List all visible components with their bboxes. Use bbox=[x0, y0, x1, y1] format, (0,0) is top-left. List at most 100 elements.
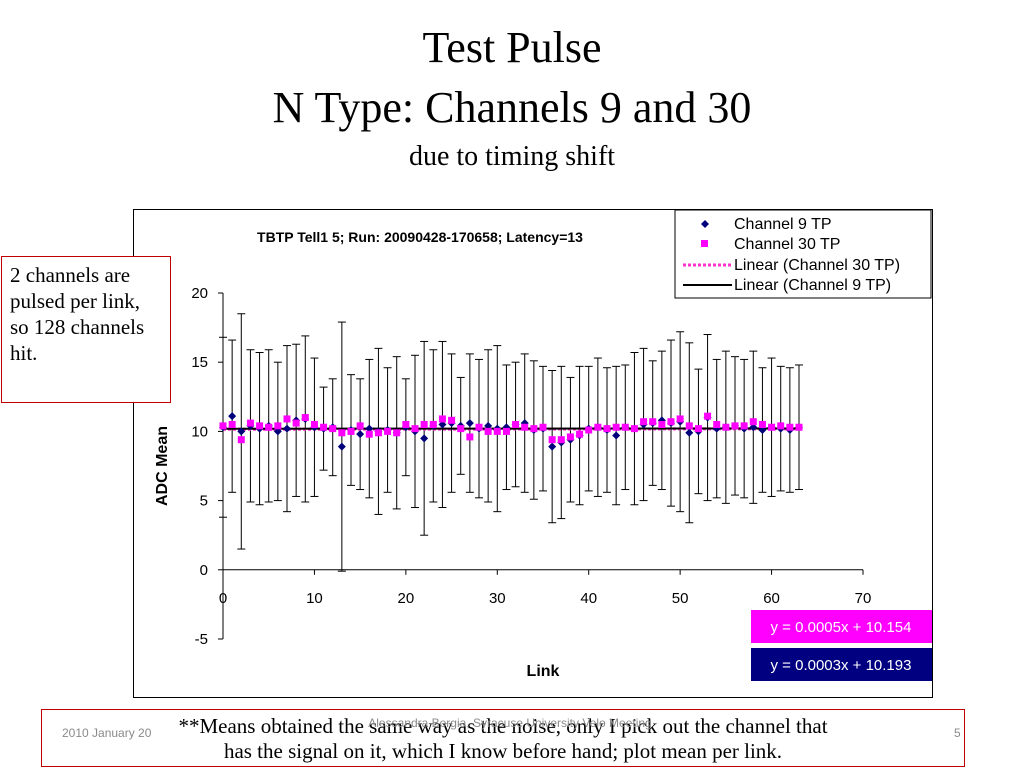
equation-ch30-text: y = 0.0005x + 10.154 bbox=[771, 619, 912, 636]
y-axis-label: ADC Mean bbox=[154, 426, 171, 506]
marker-channel-9 bbox=[612, 431, 621, 440]
marker-channel-9 bbox=[237, 427, 246, 436]
marker-channel-30 bbox=[283, 415, 291, 423]
marker-channel-9 bbox=[438, 420, 447, 429]
side-note: 2 channels are pulsed per link, so 128 c… bbox=[1, 256, 171, 403]
marker-channel-30 bbox=[694, 425, 702, 433]
marker-channel-9 bbox=[283, 424, 291, 433]
y-tick-label: -5 bbox=[195, 631, 208, 648]
marker-channel-30 bbox=[484, 427, 492, 435]
bottom-note-line2: has the signal on it, which I know befor… bbox=[223, 739, 783, 763]
marker-channel-30 bbox=[393, 429, 401, 437]
marker-channel-30 bbox=[548, 436, 556, 444]
marker-channel-30 bbox=[411, 425, 419, 433]
legend-label-ch30: Channel 30 TP bbox=[734, 236, 840, 253]
footer-author: Alessandra Borgia, Syracuse University V… bbox=[368, 716, 652, 730]
marker-channel-30 bbox=[566, 433, 574, 441]
marker-channel-9 bbox=[758, 426, 767, 435]
marker-channel-30 bbox=[667, 418, 675, 426]
marker-channel-30 bbox=[786, 423, 794, 431]
marker-channel-30 bbox=[658, 420, 666, 428]
marker-channel-30 bbox=[402, 420, 410, 428]
marker-channel-30 bbox=[576, 430, 584, 438]
marker-channel-9 bbox=[548, 442, 557, 451]
page-number: 5 bbox=[954, 726, 961, 740]
marker-channel-30 bbox=[630, 425, 638, 433]
equation-ch9-text: y = 0.0003x + 10.193 bbox=[771, 657, 912, 674]
y-tick-label: 15 bbox=[191, 354, 208, 371]
x-tick-label: 20 bbox=[398, 590, 415, 607]
marker-channel-30 bbox=[640, 418, 648, 426]
slide-title-line2: N Type: Channels 9 and 30 bbox=[272, 83, 752, 132]
legend-marker-ch9 bbox=[701, 220, 709, 228]
marker-channel-9 bbox=[228, 412, 237, 421]
marker-channel-30 bbox=[731, 422, 739, 430]
x-tick-label: 30 bbox=[489, 590, 506, 607]
marker-channel-30 bbox=[329, 425, 337, 433]
marker-channel-30 bbox=[420, 420, 428, 428]
marker-channel-9 bbox=[365, 424, 374, 433]
marker-channel-9 bbox=[749, 423, 758, 432]
marker-channel-30 bbox=[493, 427, 501, 435]
marker-channel-30 bbox=[310, 420, 318, 428]
marker-channel-30 bbox=[347, 427, 355, 435]
marker-channel-30 bbox=[612, 423, 620, 431]
marker-channel-30 bbox=[585, 426, 593, 434]
bottom-note: **Means obtained the same way as the noi… bbox=[41, 709, 965, 767]
marker-channel-30 bbox=[676, 415, 684, 423]
axes: -5 0 5 10 15 20 0 10 20 30 40 50 60 70 bbox=[191, 285, 871, 648]
marker-channel-30 bbox=[246, 419, 254, 427]
marker-channel-30 bbox=[722, 423, 730, 431]
marker-channel-30 bbox=[768, 423, 776, 431]
x-axis-label: Link bbox=[527, 663, 560, 680]
equation-ch9: y = 0.0003x + 10.193 bbox=[751, 648, 932, 681]
marker-channel-30 bbox=[475, 423, 483, 431]
x-tick-label: 40 bbox=[580, 590, 597, 607]
equation-ch9-box bbox=[751, 648, 932, 681]
marker-channel-30 bbox=[621, 423, 629, 431]
marker-channel-30 bbox=[713, 420, 721, 428]
x-tick-label: 0 bbox=[219, 590, 227, 607]
marker-channel-30 bbox=[795, 423, 803, 431]
marker-channel-30 bbox=[356, 422, 364, 430]
legend-label-fit30: Linear (Channel 30 TP) bbox=[734, 257, 900, 274]
y-tick-label: 0 bbox=[200, 562, 208, 579]
legend-label-fit9: Linear (Channel 9 TP) bbox=[734, 277, 891, 294]
marker-channel-9 bbox=[356, 430, 365, 439]
marker-channel-9 bbox=[420, 434, 429, 443]
legend-label-ch9: Channel 9 TP bbox=[734, 216, 832, 233]
equation-ch30-box bbox=[751, 610, 932, 643]
error-bars bbox=[219, 313, 803, 572]
marker-channel-30 bbox=[338, 429, 346, 437]
marker-channel-30 bbox=[265, 423, 273, 431]
x-tick-label: 60 bbox=[763, 590, 780, 607]
marker-channel-30 bbox=[374, 429, 382, 437]
marker-channel-30 bbox=[292, 419, 300, 427]
marker-channel-30 bbox=[557, 436, 565, 444]
scatter-chart: TBTP Tell1 5; Run: 20090428-170658; Late… bbox=[154, 209, 932, 681]
marker-channel-30 bbox=[512, 420, 520, 428]
marker-channel-30 bbox=[704, 412, 712, 420]
marker-channel-30 bbox=[530, 425, 538, 433]
marker-channel-30 bbox=[256, 422, 264, 430]
slide-title-line1: Test Pulse bbox=[422, 23, 602, 72]
chart-title: TBTP Tell1 5; Run: 20090428-170658; Late… bbox=[257, 229, 583, 245]
equation-ch30: y = 0.0005x + 10.154 bbox=[751, 610, 932, 643]
marker-channel-30 bbox=[685, 422, 693, 430]
marker-channel-30 bbox=[429, 420, 437, 428]
x-tick-label: 50 bbox=[672, 590, 689, 607]
legend-marker-ch30 bbox=[701, 240, 708, 247]
legend-box bbox=[674, 209, 932, 299]
footer-date: 2010 January 20 bbox=[62, 726, 152, 740]
marker-channel-30 bbox=[384, 427, 392, 435]
marker-channel-30 bbox=[219, 422, 227, 430]
marker-channel-9 bbox=[337, 442, 346, 451]
marker-channel-30 bbox=[320, 423, 328, 431]
marker-channel-30 bbox=[448, 416, 456, 424]
marker-channel-30 bbox=[502, 427, 510, 435]
slide-subtitle: due to timing shift bbox=[408, 141, 616, 172]
x-tick-label: 10 bbox=[306, 590, 323, 607]
marker-channel-30 bbox=[539, 423, 547, 431]
marker-channel-30 bbox=[649, 418, 657, 426]
x-tick-label: 70 bbox=[855, 590, 872, 607]
